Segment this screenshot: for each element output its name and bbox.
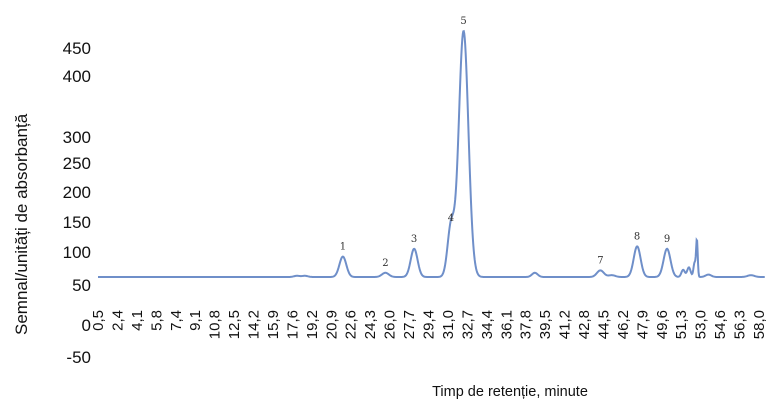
y-tick-label: 250 (63, 154, 91, 173)
x-tick-label: 34,4 (479, 310, 496, 339)
peak-label-2: 2 (382, 258, 388, 269)
y-axis-label: Semnal/unități de absorbanță (12, 113, 31, 335)
x-tick-label: 37,8 (518, 310, 535, 339)
x-tick-label: 10,8 (207, 310, 224, 339)
x-tick-label: 22,6 (343, 310, 360, 339)
x-tick-label: 12,5 (226, 310, 243, 339)
x-tick-label: 56,3 (732, 310, 749, 339)
peak-label-5: 5 (460, 16, 466, 27)
x-tick-label: 47,9 (634, 310, 651, 339)
x-tick-label: 24,3 (362, 310, 379, 339)
x-tick-label: 58,0 (751, 310, 767, 339)
x-tick-label: 53,0 (693, 310, 710, 339)
x-axis-label: Timp de retenție, minute (432, 384, 588, 400)
x-tick-label: 29,4 (421, 310, 438, 339)
x-tick-label: 49,6 (654, 310, 671, 339)
y-tick-label: 400 (63, 67, 91, 86)
x-tick-label: 0,5 (90, 310, 107, 331)
x-tick-label: 41,2 (557, 310, 574, 339)
peak-label-8: 8 (634, 231, 640, 242)
x-tick-label: 31,0 (440, 310, 457, 339)
x-tick-label: 44,5 (596, 310, 613, 339)
x-tick-label: 19,2 (304, 310, 321, 339)
x-tick-label: 7,4 (168, 310, 185, 331)
x-tick-label: 26,0 (382, 310, 399, 339)
y-tick-label: 100 (63, 243, 91, 262)
x-tick-label: 20,9 (323, 310, 340, 339)
x-tick-label: 17,6 (284, 310, 301, 339)
peak-label-7: 7 (597, 255, 603, 266)
y-tick-label: 200 (63, 183, 91, 202)
x-tick-label: 54,6 (712, 310, 729, 339)
x-tick-label: 27,7 (401, 310, 418, 339)
y-tick-label: 50 (72, 276, 91, 295)
x-tick-label: 5,8 (148, 310, 165, 331)
y-tick-label: 0 (82, 316, 91, 335)
peak-label-1: 1 (340, 242, 346, 253)
x-tick-label: 51,3 (673, 310, 690, 339)
y-tick-label: -50 (66, 348, 91, 367)
peak-label-9: 9 (664, 234, 670, 245)
x-tick-labels: 0,5 2,4 4,1 5,8 7,4 9,1 10,8 12,5 14,2 15,9 17,6 19… (90, 310, 767, 339)
y-tick-label: 450 (63, 39, 91, 58)
x-tick-label: 39,5 (537, 310, 554, 339)
y-tick-labels: 450 400 300 250 200 150 100 50 0 -50 (63, 39, 91, 367)
x-tick-label: 14,2 (246, 310, 263, 339)
y-tick-label: 300 (63, 128, 91, 147)
x-tick-label: 36,1 (498, 310, 515, 339)
x-tick-label: 4,1 (129, 310, 146, 331)
peak-label-3: 3 (411, 234, 417, 245)
x-tick-label: 2,4 (109, 310, 126, 331)
peak-labels: 1 2 3 4 5 7 8 9 (340, 16, 670, 269)
x-tick-label: 42,8 (576, 310, 593, 339)
chromatogram-trace (98, 29, 765, 278)
peak-label-4: 4 (448, 213, 454, 224)
y-tick-label: 150 (63, 213, 91, 232)
x-tick-label: 32,7 (459, 310, 476, 339)
x-tick-label: 9,1 (187, 310, 204, 331)
x-tick-label: 46,2 (615, 310, 632, 339)
x-tick-label: 15,9 (265, 310, 282, 339)
